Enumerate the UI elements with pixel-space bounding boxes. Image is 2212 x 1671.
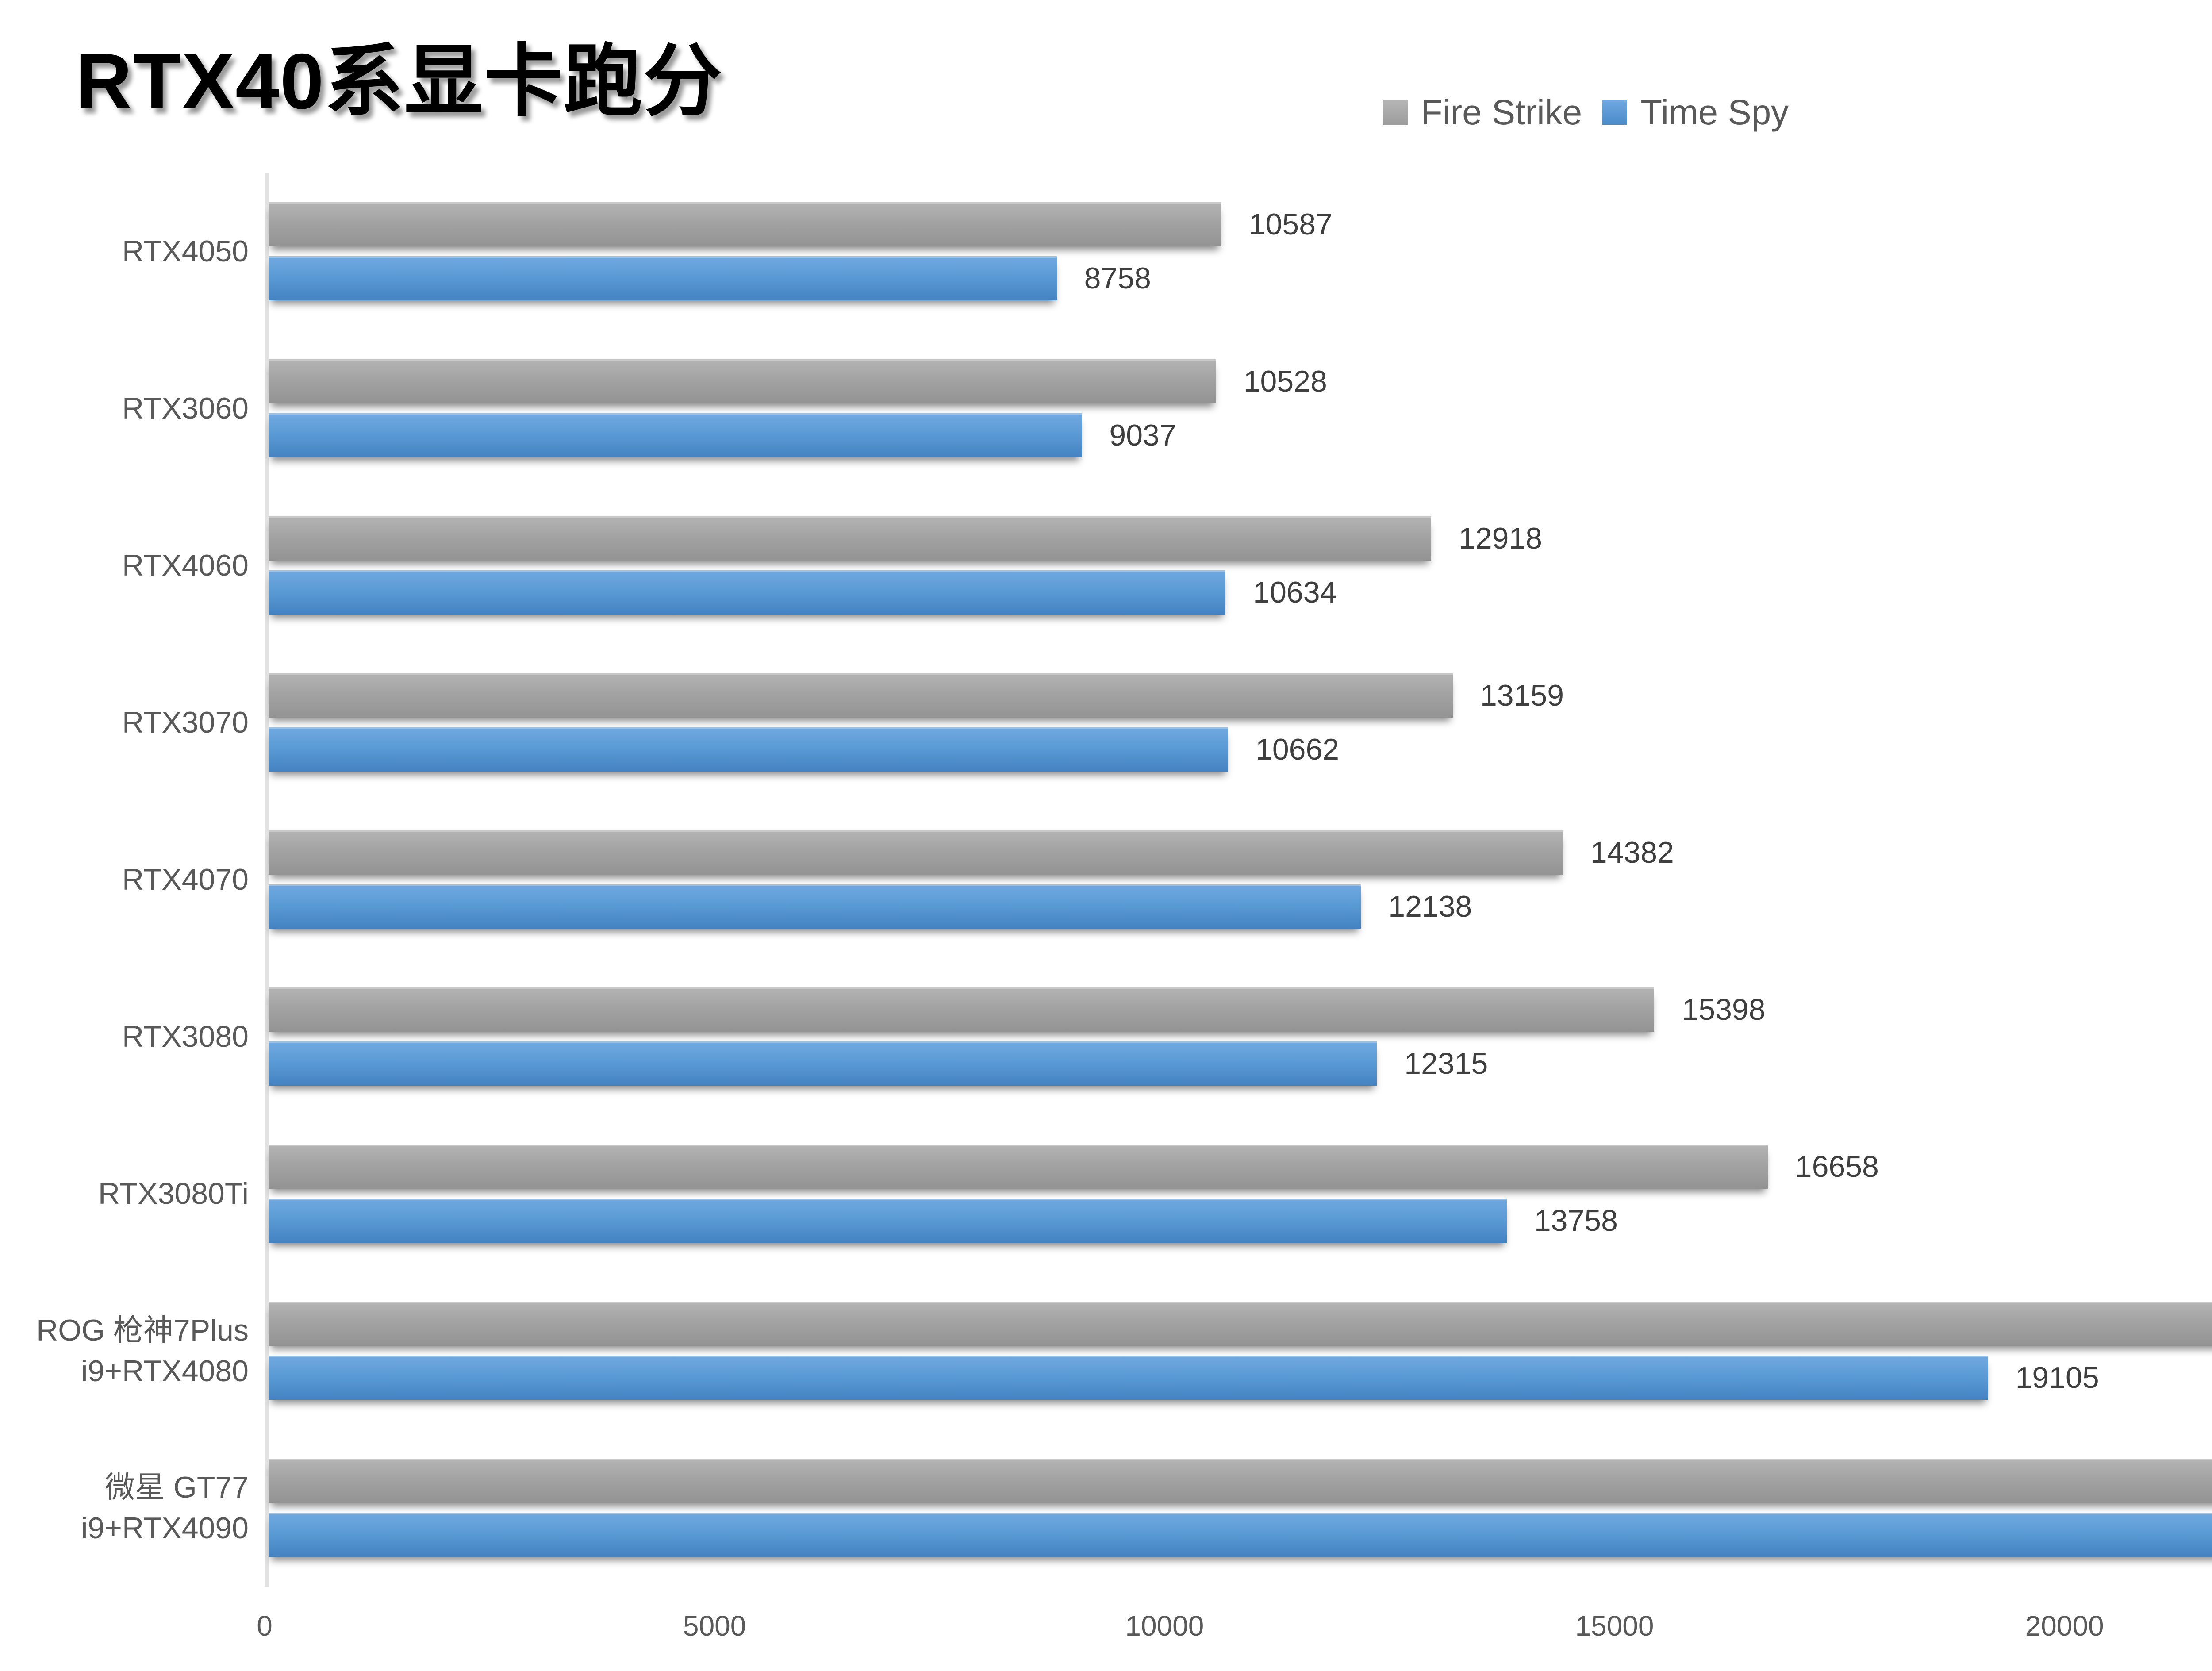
time-spy-bar (269, 727, 1228, 772)
time-spy-bar (269, 256, 1057, 300)
category-label: RTX4070 (122, 863, 249, 896)
fire-strike-bar (269, 359, 1216, 403)
time-spy-bar (269, 1041, 1377, 1086)
x-axis-tick-label: 20000 (2025, 1610, 2104, 1642)
fire-strike-value: 14382 (1590, 836, 1674, 869)
legend-label: Fire Strike (1421, 92, 1582, 132)
category-label: RTX4060 (122, 549, 249, 582)
fire-strike-bar (269, 516, 1431, 561)
category-label: ROG 枪神7Plus i9+RTX4080 (36, 1314, 249, 1388)
legend-label: Time Spy (1640, 92, 1789, 132)
fire-strike-bar (269, 1145, 1768, 1189)
time-spy-bar (269, 1356, 1988, 1400)
fire-strike-bar (269, 202, 1221, 246)
category-label: RTX3060 (122, 392, 249, 425)
time-spy-value: 13758 (1534, 1204, 1618, 1237)
legend: Fire Strike Time Spy (0, 92, 2212, 133)
fire-strike-value: 10587 (1248, 207, 1333, 241)
legend-item-fire-strike: Fire Strike (1382, 92, 1582, 133)
time-spy-value: 12315 (1404, 1047, 1488, 1080)
chart-title: RTX40系显卡跑分 (75, 37, 723, 125)
category-label: RTX3080Ti (98, 1177, 249, 1210)
fire-strike-bar (269, 830, 1563, 875)
time-spy-value: 19105 (2015, 1361, 2099, 1394)
category-label: 微星 GT77 i9+RTX4090 (81, 1471, 249, 1545)
fire-strike-value: 16658 (1795, 1150, 1879, 1183)
time-spy-value: 9037 (1109, 419, 1176, 452)
fire-strike-bar (269, 987, 1655, 1032)
time-spy-bar (269, 413, 1082, 457)
time-spy-value: 10634 (1253, 576, 1337, 609)
x-axis-tick-label: 5000 (683, 1610, 746, 1642)
x-axis-tick-label: 0 (257, 1610, 273, 1642)
legend-item-time-spy: Time Spy (1602, 92, 1789, 133)
fire-strike-swatch-icon (1382, 100, 1408, 125)
category-label: RTX3080 (122, 1020, 249, 1053)
time-spy-bar (269, 1199, 1507, 1243)
time-spy-swatch-icon (1602, 100, 1628, 125)
time-spy-value: 10662 (1256, 733, 1340, 766)
time-spy-bar (269, 1513, 2212, 1557)
fire-strike-bar (269, 1302, 2212, 1346)
fire-strike-value: 13159 (1480, 679, 1564, 712)
category-label: RTX3070 (122, 706, 249, 739)
fire-strike-bar (269, 1459, 2212, 1503)
fire-strike-value: 12918 (1458, 522, 1543, 555)
fire-strike-value: 10528 (1243, 365, 1327, 398)
category-label: RTX4050 (122, 234, 249, 268)
x-axis-tick-label: 15000 (1575, 1610, 1654, 1642)
fire-strike-bar (269, 673, 1453, 718)
x-axis-tick-label: 10000 (1125, 1610, 1204, 1642)
y-axis-line (265, 173, 269, 1587)
time-spy-bar (269, 570, 1226, 615)
fire-strike-value: 15398 (1682, 993, 1766, 1026)
time-spy-bar (269, 884, 1361, 929)
time-spy-value: 8758 (1084, 261, 1151, 295)
time-spy-value: 12138 (1388, 890, 1472, 923)
